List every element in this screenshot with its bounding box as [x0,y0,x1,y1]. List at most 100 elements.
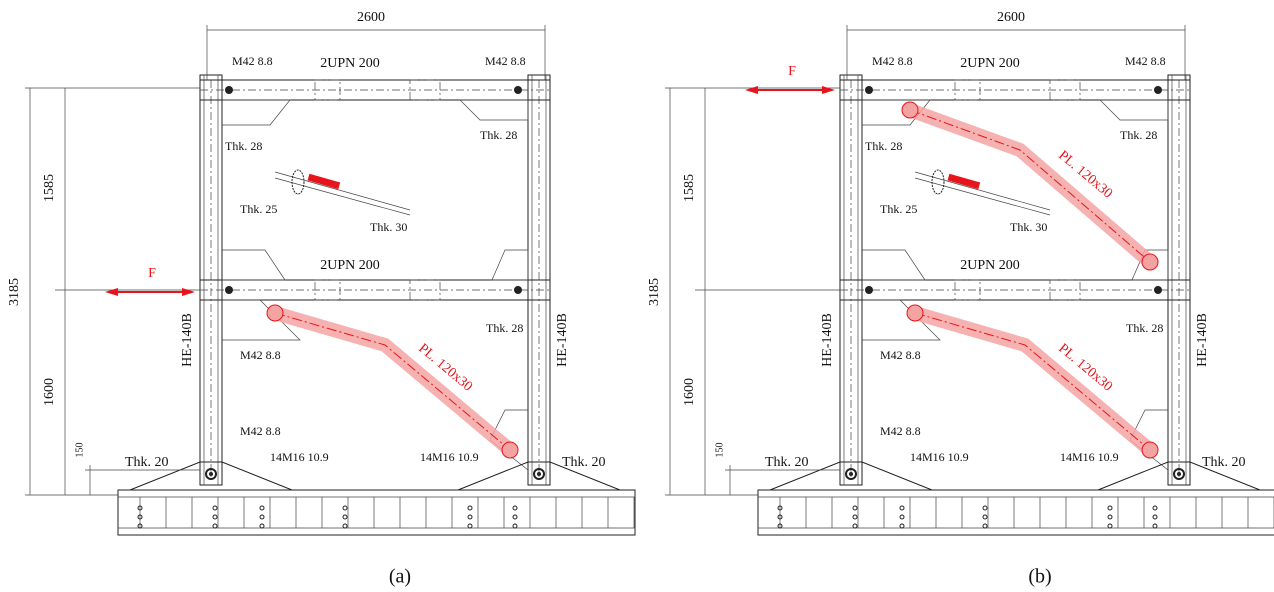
hole [1108,515,1112,519]
hole [900,524,904,528]
pin [502,442,518,458]
hole [513,515,517,519]
hole [1153,515,1157,519]
dimension: 3185 [647,278,662,306]
bolt-label: M42 8.8 [485,54,526,68]
bolt-label: M42 8.8 [232,54,273,68]
hole [213,524,217,528]
detail-bar [275,172,410,210]
caption: (a) [389,566,411,588]
plate-label: Thk. 30 [370,220,407,234]
dimension: 2600 [997,10,1025,25]
force-label: F [148,266,156,281]
column-label: HE-140B [1195,313,1210,367]
pin [1142,254,1158,270]
hole [343,506,347,510]
hole [1153,524,1157,528]
detail-bolts [292,170,304,194]
hole [468,515,472,519]
anchor-label: 14M16 10.9 [420,450,479,464]
plate-label: Thk. 28 [865,139,902,153]
column-label: HE-140B [555,313,570,367]
hole [1153,506,1157,510]
force-label: F [788,64,796,79]
dimension: 1600 [42,378,57,406]
bolt [865,286,873,294]
plate-label: Thk. 28 [1120,128,1157,142]
hole [213,506,217,510]
detail-bar [275,178,410,215]
gusset [222,100,290,125]
hole [343,515,347,519]
bolt [537,472,541,476]
dimension: 3185 [7,278,22,306]
dimension: 2600 [357,10,385,25]
beam-label: 2UPN 200 [960,258,1020,273]
plate-label: Thk. 25 [240,202,277,216]
hole [213,515,217,519]
figure: 2600 3185 1585 1600 150 2UPN 200 2UPN 200 HE-14… [0,0,1274,592]
hole [983,506,987,510]
hole [853,524,857,528]
detail-plate [308,174,341,190]
bolt-label: M42 8.8 [872,54,913,68]
gusset [222,250,285,280]
plate-label: Thk. 28 [480,128,517,142]
hole [260,524,264,528]
hole [900,506,904,510]
panel: 26003185158516001502UPN 2002UPN 200HE-14… [647,10,1274,587]
bolt [225,86,233,94]
bolt [225,286,233,294]
brace [275,313,510,450]
bolt [1154,86,1162,94]
anchor-label: 14M16 10.9 [1060,450,1119,464]
dimension: 150 [714,443,725,458]
hole [983,524,987,528]
dimension: 1600 [682,378,697,406]
column-label: HE-140B [180,313,195,367]
bolt-label: M42 8.8 [880,348,921,362]
dimension: 1585 [42,174,57,202]
pin [1142,442,1158,458]
plate-label: Thk. 20 [562,455,606,470]
pin [267,305,283,321]
panel: 2600 3185 1585 1600 150 2UPN 200 2UPN 200 HE-14… [7,10,635,587]
column-label: HE-140B [820,313,835,367]
bolt-label: M42 8.8 [240,348,281,362]
hole [468,506,472,510]
hole [900,515,904,519]
beam-label: 2UPN 200 [960,56,1020,71]
bolt [849,472,853,476]
plate-label: Thk. 28 [1126,321,1163,335]
gusset [1100,100,1168,120]
beam-label: 2UPN 200 [320,258,380,273]
caption: (b) [1028,566,1051,588]
plate-label: Thk. 20 [765,455,809,470]
plate-label: Thk. 30 [1010,220,1047,234]
brace [910,110,1150,262]
beam-label: 2UPN 200 [320,56,380,71]
hole [853,506,857,510]
hole [983,515,987,519]
bolt-label: M42 8.8 [880,424,921,438]
plate-label: Thk. 25 [880,202,917,216]
hole [513,506,517,510]
gusset [460,100,528,120]
detail-bolts [932,170,944,194]
gusset [492,250,528,280]
dimension: 150 [74,443,85,458]
pin [907,305,923,321]
detail-bar [915,178,1050,215]
plate-label: Thk. 28 [486,321,523,335]
bolt [514,86,522,94]
bolt [209,472,213,476]
gusset [862,250,925,280]
bolt [514,286,522,294]
anchor-label: 14M16 10.9 [270,450,329,464]
bolt [1154,286,1162,294]
plate-label: Thk. 20 [1202,455,1246,470]
pin [902,102,918,118]
bolt [865,86,873,94]
hole [1108,524,1112,528]
anchor-label: 14M16 10.9 [910,450,969,464]
